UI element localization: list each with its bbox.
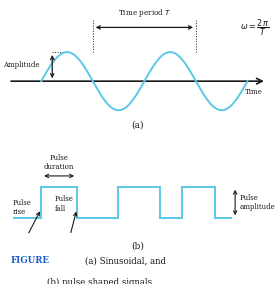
Text: Pulse
amplitude: Pulse amplitude xyxy=(239,194,275,211)
Text: $\omega=\dfrac{2\,\pi}{T}$: $\omega=\dfrac{2\,\pi}{T}$ xyxy=(240,17,270,38)
Text: (b) pulse shaped signals.: (b) pulse shaped signals. xyxy=(47,278,155,284)
Text: Amplitude: Amplitude xyxy=(3,61,39,69)
Text: Pulse
rise: Pulse rise xyxy=(12,199,31,216)
Text: FIGURE: FIGURE xyxy=(11,256,50,265)
Text: (a) Sinusoidal, and: (a) Sinusoidal, and xyxy=(85,256,166,265)
Text: Pulse
duration: Pulse duration xyxy=(44,154,74,171)
Text: (a): (a) xyxy=(131,120,144,129)
Text: Time: Time xyxy=(245,87,263,95)
Text: Pulse
fall: Pulse fall xyxy=(55,195,74,213)
Text: Time period $T$: Time period $T$ xyxy=(118,7,171,19)
Text: (b): (b) xyxy=(131,242,144,251)
